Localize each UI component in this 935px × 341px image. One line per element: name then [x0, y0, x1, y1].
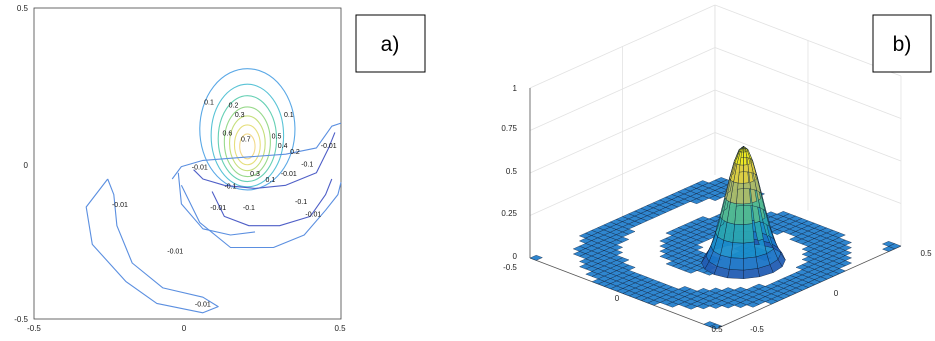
contour-label: -0.01 — [210, 205, 226, 212]
contour-label: -0.01 — [305, 211, 321, 218]
contour-label: 0.3 — [250, 171, 260, 178]
contour-line — [229, 115, 266, 172]
contour-label: -0.1 — [301, 162, 313, 169]
contour-line — [171, 122, 342, 180]
surface-cell — [609, 244, 624, 251]
contour-xtick: -0.5 — [27, 324, 41, 333]
contour-axes-box — [33, 7, 342, 320]
surface-ytick: 0 — [834, 289, 839, 298]
surface-cell — [690, 244, 704, 251]
contour-label: -0.01 — [167, 249, 183, 256]
contour-line — [85, 178, 219, 314]
surface-cell — [838, 250, 853, 256]
contour-label: 0.7 — [241, 137, 251, 144]
contour-label: 0.2 — [229, 103, 239, 110]
surface-facet — [743, 241, 757, 259]
surface-ytick: -0.5 — [750, 325, 764, 334]
surface-facet — [729, 257, 744, 271]
surface-cell — [609, 249, 624, 256]
contour-label: -0.01 — [192, 165, 208, 172]
contour-ytick: 0.5 — [17, 4, 29, 13]
surface-ztick: 0.5 — [506, 167, 518, 176]
contour-line — [217, 95, 278, 183]
surface-cell — [838, 260, 853, 266]
contour-labels: 0.1 0.20.3 0.10.60.7 0.50.40.20.30.1-0.01-0… — [112, 99, 337, 308]
contour-label: -0.1 — [295, 199, 307, 206]
surface-cell — [529, 255, 543, 261]
contour-label: 0.4 — [278, 143, 288, 150]
contour-label: -0.01 — [281, 171, 297, 178]
panel-label-b: b) — [893, 33, 912, 56]
surface-facet — [738, 146, 744, 151]
contour-line — [199, 68, 296, 191]
contour-panel: 0.1 0.20.3 0.10.60.7 0.50.40.20.30.1-0.01-0… — [14, 4, 426, 333]
surface-ztick: 0.75 — [501, 124, 517, 133]
contour-line — [180, 182, 342, 249]
contour-line — [210, 83, 285, 188]
surface-cell — [832, 268, 846, 274]
surface-peak — [701, 145, 786, 279]
contour-ytick: -0.5 — [14, 315, 28, 324]
contour-line — [193, 132, 336, 189]
contour-label: -0.01 — [195, 302, 211, 309]
contour-label: 0.5 — [272, 134, 282, 141]
surface-cell — [622, 228, 636, 235]
surface-cell — [838, 255, 853, 261]
surface-ztick: 1 — [513, 84, 518, 93]
contour-label: -0.1 — [224, 183, 236, 190]
contour-label: 0.1 — [204, 99, 214, 106]
contour-label: -0.01 — [112, 202, 128, 209]
contour-line — [233, 124, 261, 166]
contour-label: 0.1 — [266, 177, 276, 184]
panel-label-box-a — [355, 14, 426, 73]
surface-facet — [727, 269, 744, 279]
surface-ztick: 0 — [513, 252, 518, 261]
surface-cell — [709, 323, 723, 330]
contour-label: -0.1 — [243, 205, 255, 212]
contour-line — [211, 178, 333, 227]
contour-xtick: 0 — [182, 324, 187, 333]
surface-cell — [622, 264, 636, 271]
panel-label-a: a) — [381, 33, 400, 56]
contour-label: 0.6 — [223, 131, 233, 138]
surface-cell — [838, 245, 852, 251]
surface-facet — [743, 256, 759, 271]
contour-label: 0.1 — [284, 112, 294, 119]
panel-label-box-b — [872, 14, 932, 73]
contour-ytick: 0 — [24, 161, 29, 170]
surface-cell — [838, 239, 852, 246]
surface-cell — [616, 236, 630, 243]
contour-lines — [85, 68, 342, 314]
surface-xtick: 0.5 — [711, 325, 723, 334]
surface-ztick: 0.25 — [501, 209, 517, 218]
surface-cell — [832, 232, 846, 238]
surface-facet — [743, 202, 753, 225]
contour-label: -0.01 — [321, 143, 337, 150]
surface-cell — [888, 243, 902, 249]
contour-line — [239, 133, 256, 160]
surface-xtick: -0.5 — [503, 263, 517, 272]
surface-xtick: 0 — [615, 294, 620, 303]
surface-panel: 1 0.75 0.5 0.25 0 -0.5 0 0.5 0.5 0 -0.5 … — [501, 4, 932, 334]
surface-axes-box — [529, 4, 902, 330]
surface-facet — [730, 242, 744, 259]
surface-ytick: 0.5 — [920, 249, 932, 258]
surface-facet — [743, 223, 755, 244]
surface-cell — [616, 257, 630, 263]
contour-label: 0.3 — [235, 112, 245, 119]
contour-line — [223, 106, 271, 178]
contour-xtick: 0.5 — [334, 324, 346, 333]
contour-line — [177, 172, 256, 236]
contour-label: 0.2 — [290, 149, 300, 156]
